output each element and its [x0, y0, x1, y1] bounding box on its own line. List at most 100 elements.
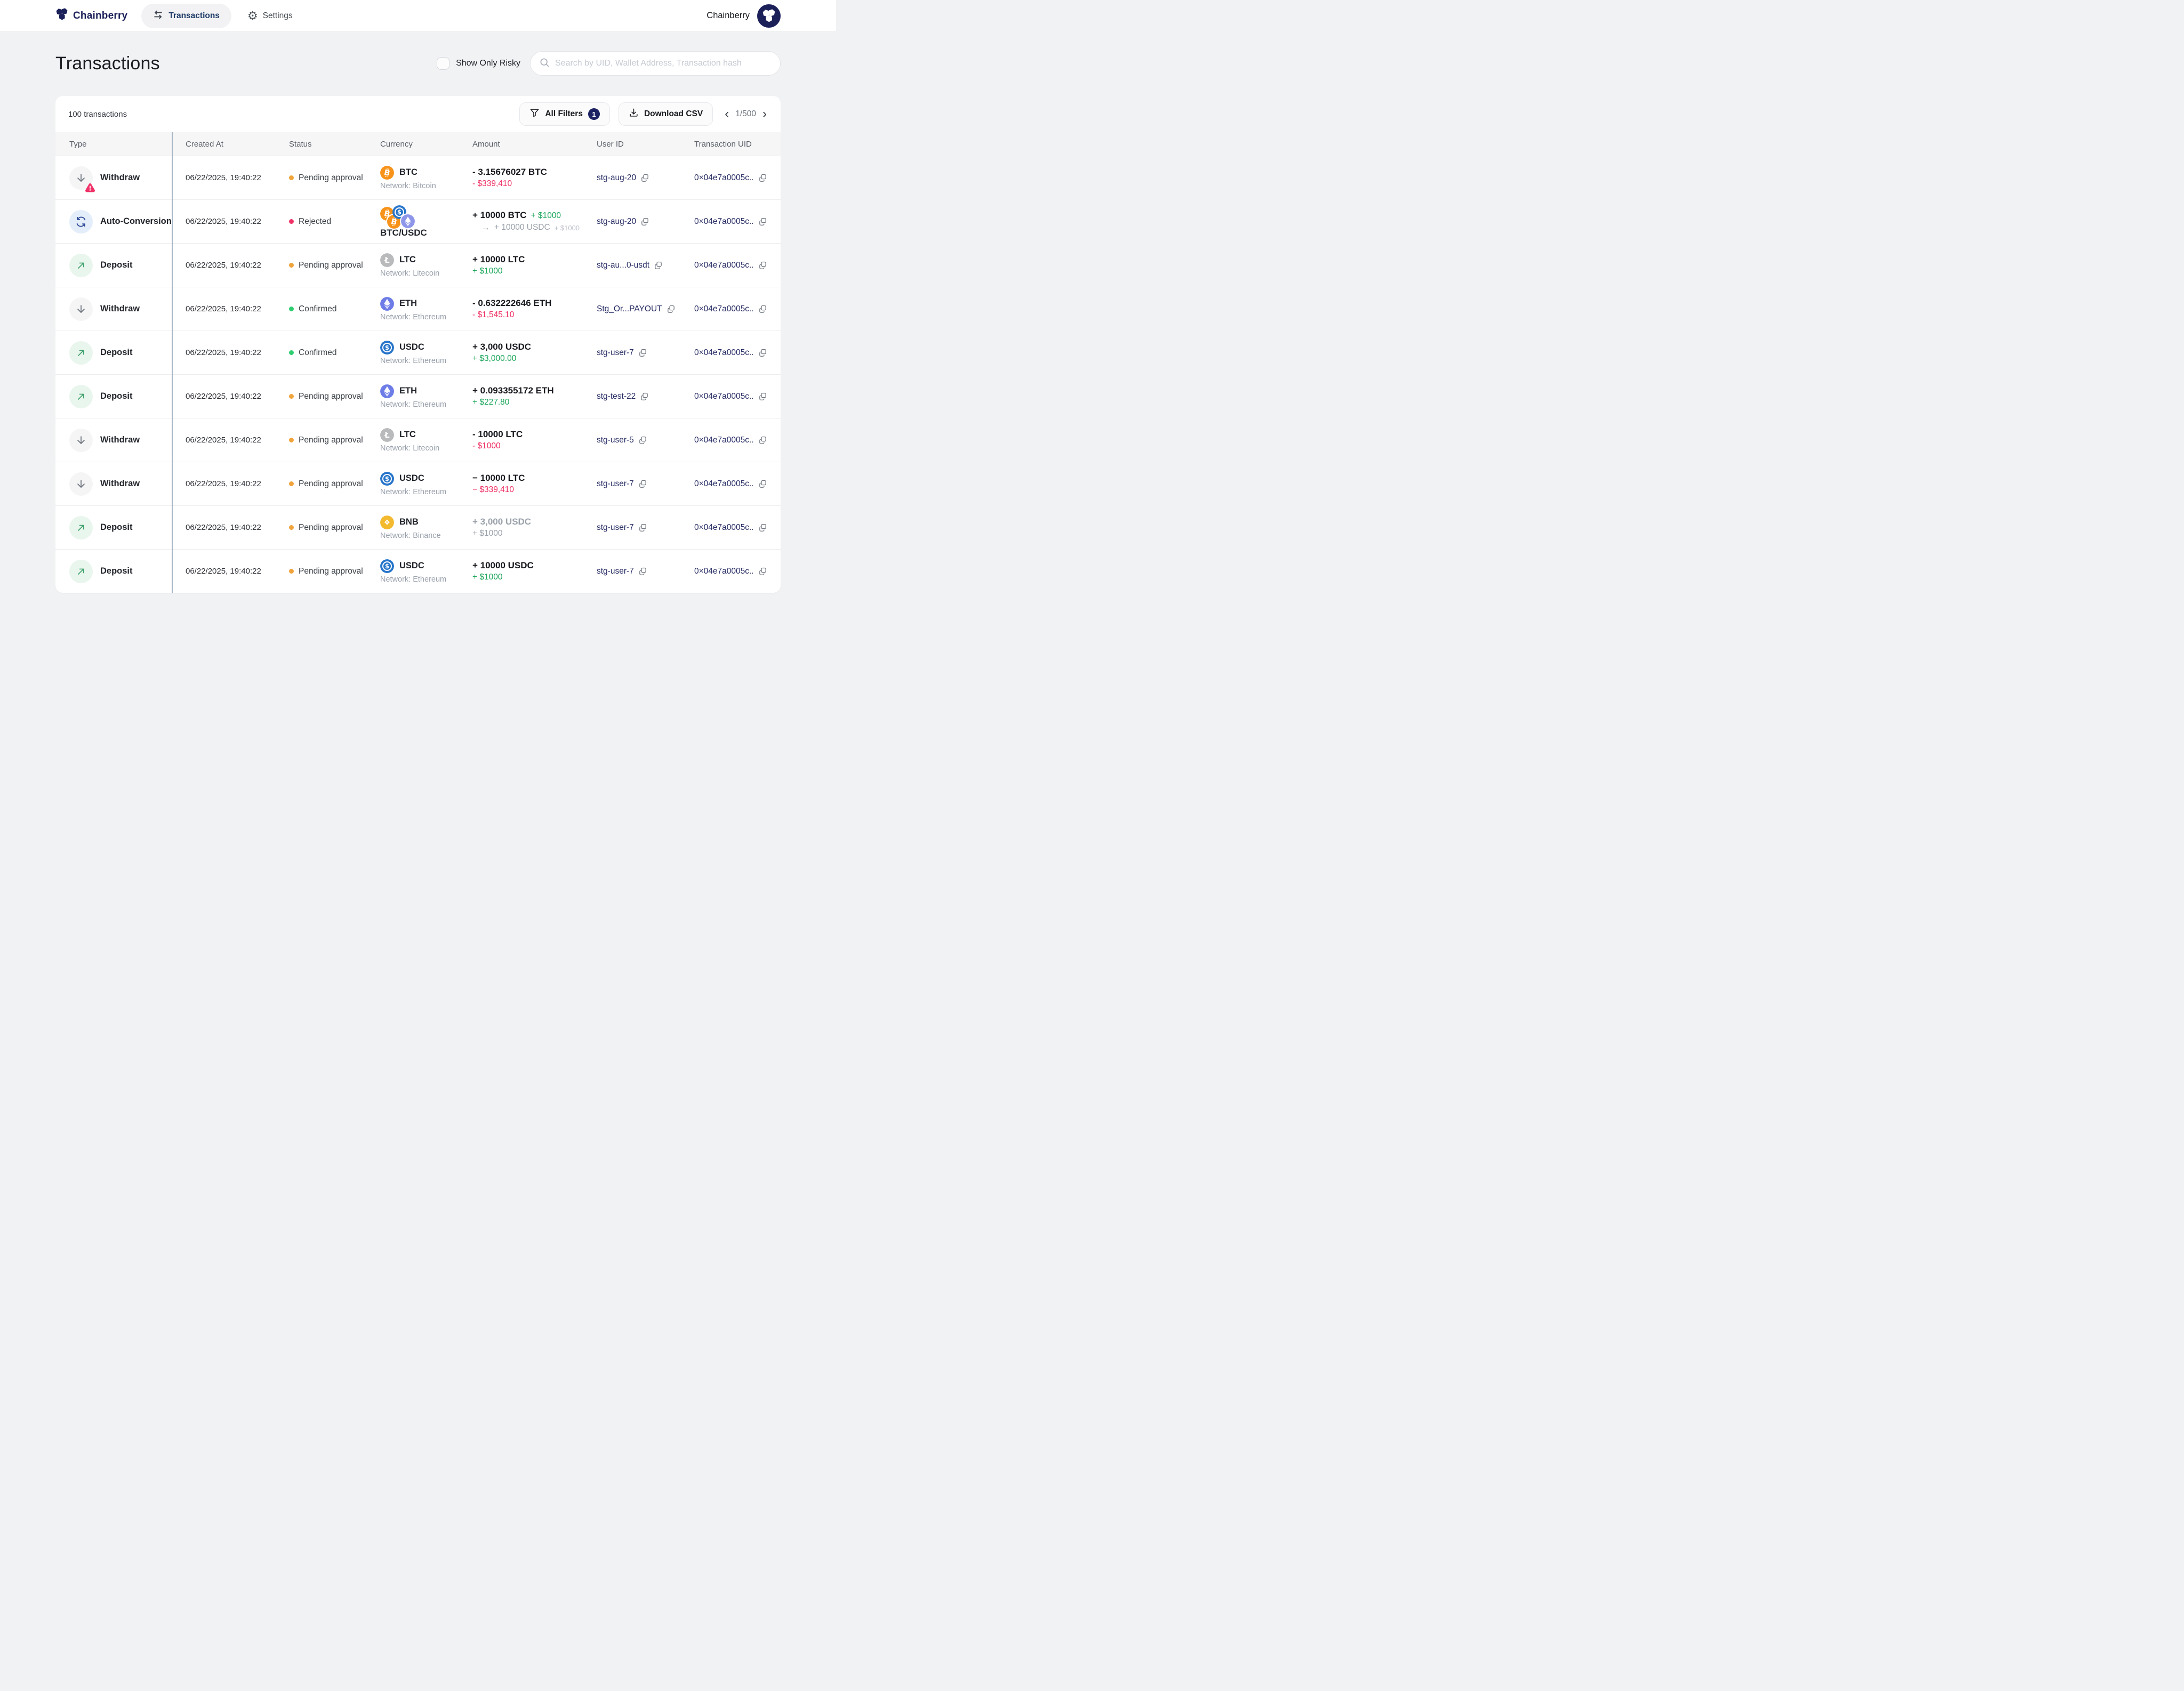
- amount-cell: + 3,000 USDC + $3,000.00: [459, 331, 583, 374]
- copy-user-id-icon[interactable]: [654, 261, 663, 270]
- copy-uid-icon[interactable]: [758, 436, 767, 445]
- transaction-uid-cell: 0×04e7a0005c..: [680, 244, 781, 287]
- currency-network: Network: Ethereum: [380, 575, 447, 584]
- copy-user-id-icon[interactable]: [667, 304, 676, 313]
- copy-user-id-icon[interactable]: [640, 392, 649, 401]
- status-label: Pending approval: [299, 435, 363, 445]
- currency-network: Network: Litecoin: [380, 269, 440, 278]
- created-at-cell: 06/22/2025, 19:40:22: [172, 506, 275, 549]
- type-label: Withdraw: [100, 304, 140, 313]
- search-input[interactable]: [555, 59, 772, 68]
- copy-uid-icon[interactable]: [758, 304, 767, 313]
- status-dot-pending: [289, 175, 294, 180]
- avatar[interactable]: [757, 4, 781, 28]
- status-label: Rejected: [299, 216, 332, 226]
- withdraw-arrow-icon: [69, 428, 93, 452]
- type-cell: Deposit: [55, 244, 172, 287]
- copy-user-id-icon[interactable]: [640, 217, 649, 226]
- copy-uid-icon[interactable]: [758, 261, 767, 270]
- transaction-uid-cell: 0×04e7a0005c..: [680, 200, 781, 243]
- status-dot-pending: [289, 525, 294, 530]
- account-name: Chainberry: [706, 11, 750, 20]
- created-at-cell: 06/22/2025, 19:40:22: [172, 200, 275, 243]
- currency-line: Ł LTC: [380, 428, 416, 442]
- tab-transactions[interactable]: Transactions: [141, 3, 231, 28]
- copy-user-id-icon[interactable]: [640, 173, 649, 182]
- risky-warning-icon: [84, 182, 96, 194]
- currency-cell: Ł LTC Network: Litecoin: [366, 244, 459, 287]
- status-label: Pending approval: [299, 260, 363, 270]
- created-at-value: 06/22/2025, 19:40:22: [186, 436, 261, 445]
- created-at-cell: 06/22/2025, 19:40:22: [172, 550, 275, 593]
- copy-uid-icon[interactable]: [758, 567, 767, 576]
- table-row: Deposit 06/22/2025, 19:40:22 Pending appro…: [55, 374, 781, 418]
- column-header-created-at: Created At: [186, 139, 223, 149]
- currency-line: ETH: [380, 296, 417, 311]
- user-id-cell: stg-user-7: [583, 331, 680, 374]
- all-filters-button[interactable]: All Filters 1: [519, 102, 610, 126]
- search-icon: [539, 57, 550, 70]
- currency-cell: ETH Network: Ethereum: [366, 375, 459, 418]
- type-label: Deposit: [100, 391, 133, 401]
- brand-logo[interactable]: Chainberry: [55, 8, 127, 23]
- usdc-coin-icon: $: [380, 471, 394, 486]
- copy-user-id-icon[interactable]: [638, 567, 647, 576]
- amount-main: - 10000 LTC: [472, 429, 523, 439]
- page-indicator: 1/500: [735, 109, 756, 118]
- column-header-user-id: User ID: [597, 139, 624, 149]
- copy-uid-icon[interactable]: [758, 392, 767, 401]
- copy-uid-icon[interactable]: [758, 523, 767, 532]
- amount-cell: - 3.15676027 BTC - $339,410: [459, 156, 583, 199]
- status-cell: Pending approval: [275, 244, 366, 287]
- created-at-value: 06/22/2025, 19:40:22: [186, 348, 261, 357]
- copy-uid-icon[interactable]: [758, 479, 767, 488]
- amount-line1: + 10000 BTC + $1000: [472, 210, 561, 221]
- status-cell: Pending approval: [275, 418, 366, 462]
- user-id-value: stg-aug-20: [597, 173, 637, 182]
- currency-code: USDC: [399, 561, 424, 570]
- amount-main: + 3,000 USDC: [472, 517, 532, 527]
- copy-uid-icon[interactable]: [758, 173, 767, 182]
- swap-arrows-icon: [153, 10, 163, 22]
- amount-main: - 0.632222646 ETH: [472, 298, 552, 308]
- copy-user-id-icon[interactable]: [638, 479, 647, 488]
- table-row: Withdraw 06/22/2025, 19:40:22 Pending appr…: [55, 418, 781, 462]
- copy-user-id-icon[interactable]: [638, 348, 647, 357]
- created-at-value: 06/22/2025, 19:40:22: [186, 217, 261, 226]
- currency-code: LTC: [399, 255, 416, 264]
- table-header: Type Created At Status Currency Amount User I…: [55, 132, 781, 156]
- amount-usd-value: + $227.80: [472, 398, 510, 407]
- currency-code: ETH: [399, 299, 417, 308]
- next-page-chevron-icon[interactable]: ›: [762, 107, 767, 121]
- currency-line: $ USDC: [380, 340, 424, 355]
- copy-user-id-icon[interactable]: [638, 523, 647, 532]
- type-label: Auto-Conversion: [100, 216, 172, 226]
- table-row: Deposit 06/22/2025, 19:40:22 Pending appro…: [55, 549, 781, 593]
- withdraw-arrow-icon: [69, 166, 95, 192]
- page-title: Transactions: [55, 53, 160, 74]
- prev-page-chevron-icon[interactable]: ‹: [725, 107, 729, 121]
- transaction-uid-cell: 0×04e7a0005c..: [680, 331, 781, 374]
- transaction-uid-value: 0×04e7a0005c..: [694, 522, 754, 532]
- tab-settings[interactable]: ⚙ Settings: [247, 10, 293, 22]
- column-header-currency: Currency: [380, 139, 413, 149]
- status-label: Pending approval: [299, 479, 363, 488]
- deposit-arrow-icon: [69, 384, 93, 408]
- currency-line: Ł LTC: [380, 253, 416, 267]
- copy-user-id-icon[interactable]: [638, 436, 647, 445]
- svg-text:$: $: [385, 562, 389, 570]
- copy-uid-icon[interactable]: [758, 348, 767, 357]
- show-only-risky-checkbox[interactable]: [437, 57, 450, 70]
- amount-main: - 3.15676027 BTC: [472, 167, 547, 177]
- download-icon: [629, 108, 639, 120]
- all-filters-label: All Filters: [545, 109, 583, 118]
- download-csv-button[interactable]: Download CSV: [618, 102, 713, 126]
- currency-network: Network: Bitcoin: [380, 181, 436, 190]
- currency-line: ETH: [380, 384, 417, 398]
- type-label: Deposit: [100, 260, 133, 270]
- type-label: Withdraw: [100, 479, 140, 488]
- copy-uid-icon[interactable]: [758, 217, 767, 226]
- status-dot-pending: [289, 263, 294, 268]
- transaction-uid-cell: 0×04e7a0005c..: [680, 375, 781, 418]
- transaction-uid-value: 0×04e7a0005c..: [694, 479, 754, 488]
